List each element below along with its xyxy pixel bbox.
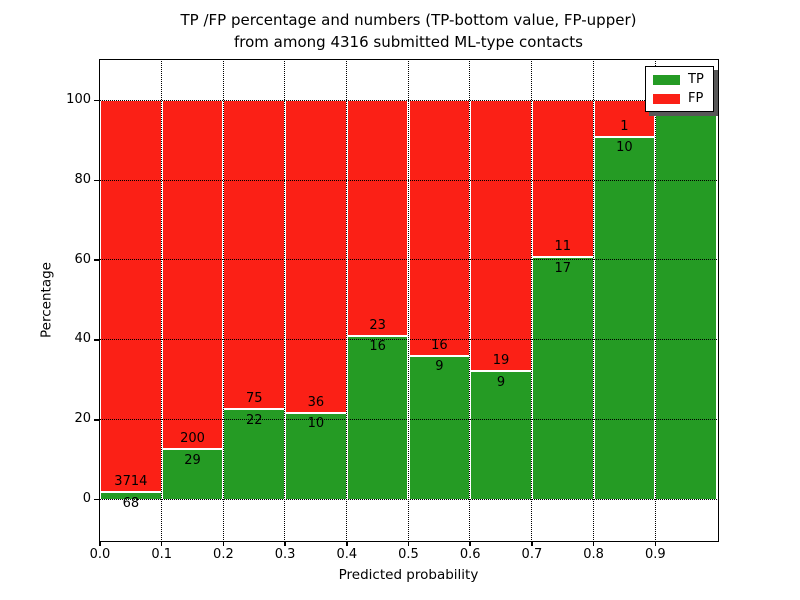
y-tick-label: 80: [74, 171, 91, 187]
bar-fp-segment: [223, 100, 286, 410]
horizontal-gridline: [100, 419, 717, 420]
x-tick-mark: [469, 541, 471, 546]
x-tick-mark: [592, 541, 595, 546]
tp-count-label: 16: [369, 339, 386, 355]
x-tick-label: 0.9: [644, 546, 666, 562]
fp-count-label: 3714: [114, 474, 148, 490]
y-axis-label-wrap: Percentage: [36, 262, 55, 338]
bar-tp-segment: [655, 100, 717, 500]
legend: TP FP: [645, 66, 714, 112]
x-tick-mark: [531, 541, 533, 546]
x-tick-mark: [160, 541, 163, 546]
bar-tp-segment: [531, 257, 594, 500]
bar-tp-segment: [285, 412, 347, 500]
horizontal-gridline: [100, 99, 717, 101]
vertical-gridline: [222, 60, 224, 540]
x-tick-label: 0.7: [521, 546, 543, 562]
bar-fp-segment: [100, 100, 162, 493]
fp-count-label: 200: [180, 431, 205, 447]
x-tick-mark: [99, 541, 101, 546]
y-axis-label: Percentage: [38, 262, 55, 338]
horizontal-gridline: [100, 339, 717, 341]
bar-fp-segment: [470, 100, 532, 372]
bar-fp-segment: [161, 100, 224, 450]
chart-title-line1: TP /FP percentage and numbers (TP-bottom…: [180, 11, 637, 29]
fp-count-label: 19: [492, 353, 510, 369]
x-tick-label: 0.0: [89, 546, 111, 562]
vertical-gridline: [407, 60, 409, 540]
legend-item-fp: FP: [653, 92, 704, 105]
bar-fp-segment: [346, 100, 409, 336]
vertical-gridline: [469, 60, 471, 540]
vertical-gridline: [346, 60, 348, 540]
y-tick-label: 60: [74, 251, 91, 267]
y-tick-mark: [93, 419, 99, 421]
y-tick-mark: [93, 99, 99, 102]
legend-swatch-tp: [653, 74, 680, 85]
vertical-gridline: [592, 60, 594, 540]
bar-tp-segment: [223, 409, 286, 500]
legend-label-tp: TP: [688, 72, 704, 87]
vertical-gridline: [531, 60, 533, 540]
fp-count-label: 11: [554, 239, 572, 255]
bar-fp-segment: [531, 100, 594, 258]
legend-swatch-fp: [653, 93, 680, 104]
x-tick-mark: [346, 541, 348, 546]
x-tick-label: 0.5: [398, 546, 419, 562]
horizontal-gridline: [100, 259, 717, 261]
horizontal-gridline: [100, 498, 717, 500]
bar-fp-segment: [408, 100, 471, 356]
fp-count-label: 75: [245, 391, 263, 407]
legend-item-tp: TP: [653, 73, 704, 86]
x-tick-mark: [284, 541, 286, 546]
y-tick-mark: [93, 498, 99, 501]
bar-tp-segment: [593, 136, 656, 500]
vertical-gridline: [654, 60, 656, 540]
vertical-gridline: [160, 60, 162, 540]
bar-tp-segment: [346, 335, 409, 500]
x-tick-label: 0.3: [274, 546, 296, 562]
x-tick-mark: [407, 541, 410, 546]
tp-count-label: 68: [122, 495, 140, 511]
fp-count-label: 23: [369, 317, 386, 333]
vertical-gridline: [284, 60, 286, 540]
tp-count-label: 17: [554, 260, 572, 276]
x-tick-label: 0.1: [151, 546, 173, 562]
tp-count-label: 9: [496, 374, 506, 390]
tp-count-label: 10: [616, 140, 633, 156]
x-tick-mark: [654, 541, 657, 546]
y-tick-label: 100: [66, 91, 91, 107]
x-tick-label: 0.4: [336, 546, 358, 562]
tp-count-label: 22: [245, 412, 263, 428]
x-axis-label: Predicted probability: [338, 567, 479, 583]
legend-label-fp: FP: [688, 91, 704, 106]
x-tick-label: 0.2: [213, 546, 234, 562]
fp-count-label: 36: [307, 394, 325, 410]
tp-count-label: 9: [435, 359, 444, 375]
y-tick-mark: [93, 339, 99, 341]
y-tick-label: 0: [82, 491, 91, 507]
chart-title-line2: from among 4316 submitted ML-type contac…: [234, 33, 583, 51]
tp-count-label: 10: [307, 416, 325, 432]
y-tick-mark: [93, 179, 99, 181]
x-tick-label: 0.6: [459, 546, 481, 562]
tp-count-label: 29: [184, 452, 201, 468]
x-tick-label: 0.8: [583, 546, 604, 562]
y-tick-label: 40: [74, 331, 91, 347]
fp-count-label: 16: [431, 337, 448, 353]
bar-fp-segment: [285, 100, 347, 413]
x-tick-mark: [222, 541, 225, 546]
bar-tp-segment: [470, 371, 532, 500]
fp-count-label: 1: [620, 118, 629, 134]
horizontal-gridline: [100, 179, 717, 181]
y-tick-label: 20: [74, 411, 91, 427]
y-tick-mark: [93, 259, 99, 261]
